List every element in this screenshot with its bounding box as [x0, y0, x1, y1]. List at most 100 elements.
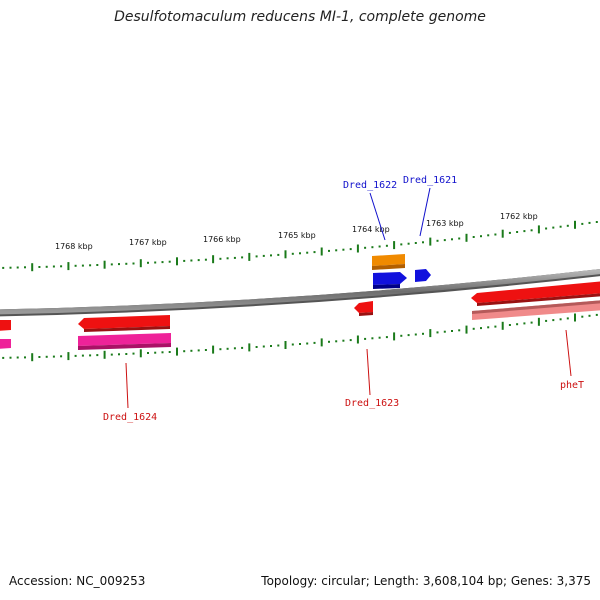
inner-track-minor-tick [81, 354, 84, 357]
inner-track-major-tick [176, 347, 178, 356]
inner-track-minor-tick [24, 356, 26, 359]
gene-phet-red-shade [477, 293, 600, 306]
callout-lines [125, 187, 572, 409]
inner-track-minor-tick [494, 325, 497, 328]
inner-track-minor-tick [270, 345, 272, 347]
outer-track-minor-tick [436, 239, 439, 242]
outer-track-minor-tick [45, 265, 48, 268]
gene-dred-1621-block[interactable] [373, 272, 407, 285]
inner-track-minor-tick [197, 349, 200, 352]
kbp-label-1765: 1765 kbp [278, 231, 316, 240]
inner-track-minor-tick [125, 353, 128, 355]
inner-track-minor-tick [349, 339, 352, 342]
inner-track-minor-tick [364, 337, 367, 340]
inner-track-major-tick [320, 338, 323, 347]
outer-track-minor-tick [118, 263, 120, 266]
inner-track-minor-tick [595, 313, 598, 316]
footer-stats: Topology: circular; Length: 3,608,104 bp… [261, 574, 591, 588]
outer-track-minor-tick [2, 266, 5, 269]
kbp-label-1764: 1764 kbp [352, 225, 390, 234]
outer-track-minor-tick [588, 221, 591, 224]
outer-track-minor-tick [291, 252, 294, 255]
inner-track-minor-tick [96, 354, 99, 357]
inner-track-minor-tick [588, 314, 591, 317]
inner-track-minor-tick [45, 355, 48, 358]
genome-backbone [0, 269, 600, 315]
gene-label-dred-1621[interactable]: Dred_1621 [403, 175, 457, 186]
reverse-genes [0, 281, 600, 350]
inner-track-major-tick [103, 350, 106, 359]
gene-dred-1623[interactable] [354, 301, 373, 313]
kbp-label-1768: 1768 kbp [55, 242, 93, 251]
inner-track-minor-tick [335, 340, 338, 343]
topology-label: Topology: [261, 574, 318, 588]
gene-dred-1624-red-shade [84, 326, 170, 332]
gene-left-edge-pink[interactable] [0, 339, 11, 349]
gene-dred-1624-red[interactable] [78, 315, 170, 329]
gene-label-phet[interactable]: pheT [560, 380, 584, 391]
outer-track-minor-tick [262, 254, 265, 257]
inner-track-minor-tick [530, 321, 533, 324]
inner-track-minor-tick [508, 324, 511, 326]
outer-track-minor-tick [494, 233, 497, 236]
outer-track-minor-tick [313, 251, 316, 254]
inner-track-minor-tick [110, 353, 113, 356]
inner-track-minor-tick [443, 330, 446, 333]
outer-track-major-tick [212, 255, 215, 264]
gene-dred-1624[interactable] [78, 333, 171, 346]
outer-track-minor-tick [154, 261, 157, 264]
outer-track-minor-tick [197, 259, 200, 262]
outer-track-minor-tick [306, 251, 309, 254]
outer-track-minor-tick [559, 225, 562, 228]
gene-dred-1623-shade [359, 312, 373, 316]
inner-track-minor-tick [52, 355, 55, 358]
inner-track-major-tick [501, 321, 504, 330]
inner-track-minor-tick [147, 352, 149, 354]
outer-track-minor-tick [183, 259, 186, 262]
outer-track-major-tick [103, 260, 106, 269]
inner-track-minor-tick [38, 356, 41, 358]
genes-value: 3,375 [556, 574, 591, 588]
outer-track-major-tick [465, 233, 468, 242]
gene-left-edge-red[interactable] [0, 320, 11, 331]
outer-track-minor-tick [480, 235, 482, 238]
inner-track-minor-tick [183, 350, 186, 353]
length-label: Length: [373, 574, 420, 588]
inner-track-major-tick [139, 349, 142, 358]
inner-track-minor-tick [60, 355, 63, 358]
gene-label-dred-1623[interactable]: Dred_1623 [345, 398, 399, 409]
inner-track-minor-tick [219, 348, 222, 351]
inner-track-minor-tick [241, 346, 244, 349]
gene-label-dred-1624[interactable]: Dred_1624 [103, 412, 157, 423]
outer-track-major-tick [139, 259, 142, 268]
outer-track-minor-tick [226, 257, 229, 260]
inner-track-minor-tick [154, 351, 157, 354]
outer-track-minor-tick [400, 243, 403, 246]
inner-track-minor-tick [132, 352, 135, 355]
inner-track-minor-tick [74, 354, 77, 357]
gene-dred-1624-shade [78, 343, 171, 350]
gene-labels: Dred_1622 Dred_1621 Dred_1624 Dred_1623 … [103, 175, 584, 423]
gene-dred-1621[interactable] [415, 269, 431, 282]
gene-phet-red[interactable] [471, 281, 600, 303]
inner-track-minor-tick [581, 315, 584, 318]
inner-tick-track [2, 313, 598, 362]
outer-track-major-tick [284, 250, 287, 259]
outer-track-minor-tick [299, 252, 301, 255]
outer-track-major-tick [320, 247, 323, 256]
outer-track-major-tick [176, 257, 178, 266]
outer-track-minor-tick [241, 256, 244, 259]
inner-track-minor-tick [371, 337, 374, 340]
inner-track-minor-tick [262, 345, 265, 348]
accession-value: NC_009253 [76, 574, 146, 588]
gene-label-dred-1622[interactable]: Dred_1622 [343, 180, 397, 191]
gene-dred-1622[interactable] [372, 254, 405, 266]
outer-track-minor-tick [335, 249, 338, 252]
gene-phet-top-shade [472, 300, 600, 314]
inner-track-minor-tick [226, 347, 229, 350]
inner-track-minor-tick [385, 336, 388, 339]
outer-track-minor-tick [545, 227, 548, 230]
outer-track-minor-tick [552, 226, 555, 229]
outer-track-minor-tick [523, 230, 526, 233]
length-value: 3,608,104 bp; [422, 574, 508, 588]
